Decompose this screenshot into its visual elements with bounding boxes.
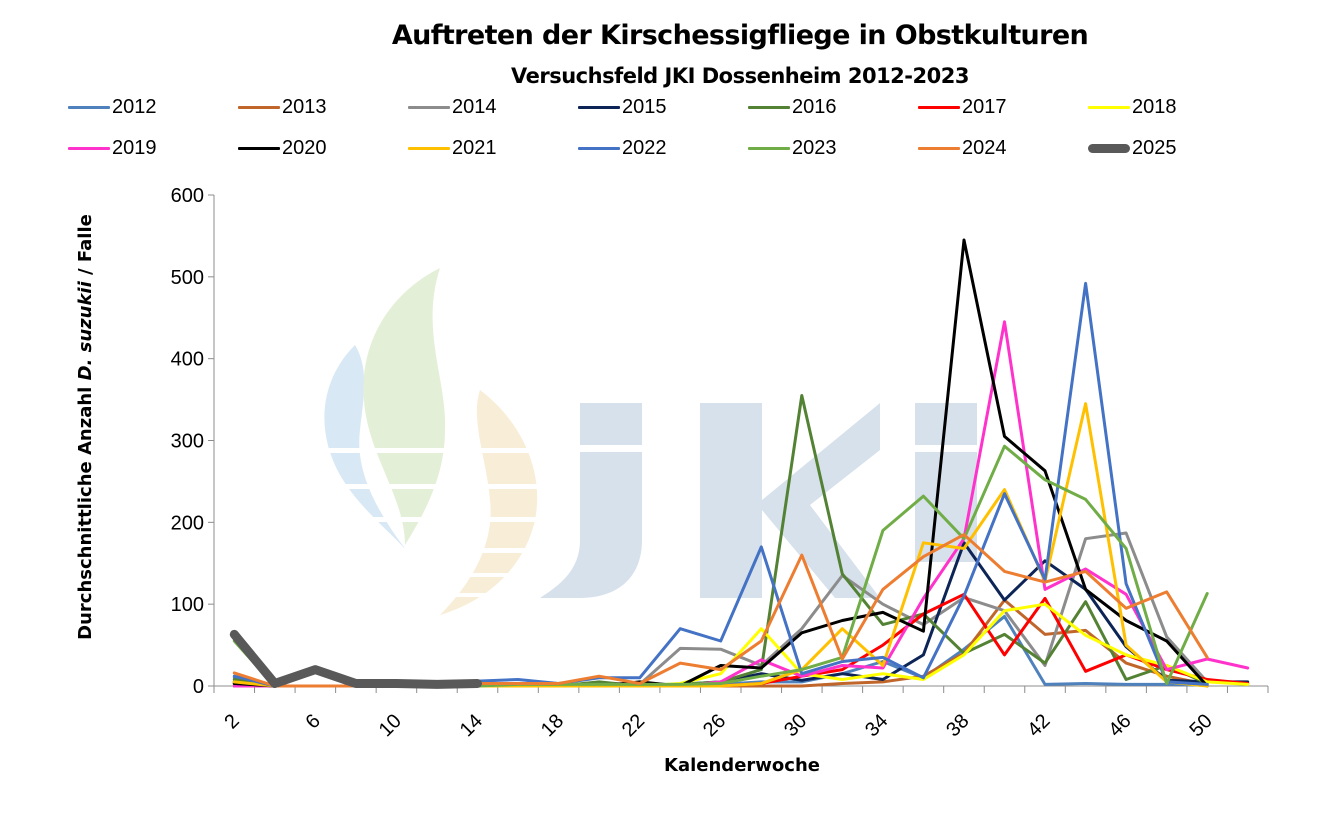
legend-label: 2014	[452, 95, 497, 118]
series-line-2018	[232, 602, 1250, 688]
legend-item-2019: 2019	[68, 136, 157, 160]
legend-item-2024: 2024	[918, 136, 1007, 160]
legend-swatch	[408, 105, 450, 109]
x-tick-label: 18	[537, 710, 568, 741]
legend-label: 2025	[1132, 136, 1177, 159]
legend-item-2020: 2020	[238, 136, 327, 160]
legend-label: 2020	[282, 136, 327, 159]
x-tick-label: 38	[942, 710, 973, 741]
x-tick-label: 34	[861, 710, 892, 741]
legend-label: 2021	[452, 136, 497, 159]
leaf-logo-icon	[310, 268, 550, 615]
y-tick-label: 200	[171, 512, 204, 534]
legend-label: 2019	[112, 136, 157, 159]
x-tick-label: 14	[456, 710, 487, 741]
legend-item-2017: 2017	[918, 95, 1007, 119]
legend-label: 2015	[622, 95, 667, 118]
legend-swatch	[408, 146, 450, 150]
legend-swatch	[1088, 105, 1130, 109]
jki-letters-icon	[540, 403, 977, 598]
x-tick-label: 22	[618, 710, 649, 741]
legend-swatch	[578, 105, 620, 109]
legend-item-2013: 2013	[238, 95, 327, 119]
y-axis-title: Durchschnittliche Anzahl D. suzukii / Fa…	[75, 214, 96, 640]
legend-label: 2012	[112, 95, 157, 118]
legend-item-2014: 2014	[408, 95, 497, 119]
jki-logo-watermark	[310, 268, 977, 615]
legend-item-2023: 2023	[748, 136, 837, 160]
legend-item-2022: 2022	[578, 136, 667, 160]
legend-swatch	[918, 105, 960, 109]
x-tick-label: 6	[301, 710, 324, 733]
chart-subtitle: Versuchsfeld JKI Dossenheim 2012-2023	[511, 64, 969, 88]
legend-swatch	[578, 146, 620, 150]
legend-label: 2022	[622, 136, 667, 159]
x-tick-label: 42	[1023, 710, 1054, 741]
legend-label: 2017	[962, 95, 1007, 118]
x-axis-title: Kalenderwoche	[664, 755, 820, 776]
chart-title: Auftreten der Kirschessigfliege in Obstk…	[391, 20, 1089, 51]
series-line-2025	[229, 629, 482, 689]
y-tick-label: 300	[171, 431, 204, 453]
legend-label: 2013	[282, 95, 327, 118]
y-axis-title-part3: / Falle	[75, 214, 96, 281]
x-tick-label: 46	[1104, 710, 1135, 741]
legend-label: 2023	[792, 136, 837, 159]
legend-label: 2016	[792, 95, 837, 118]
y-axis-title-species: D. suzukii	[75, 280, 96, 380]
y-tick-label: 500	[171, 267, 204, 289]
legend-swatch	[68, 146, 110, 150]
x-tick-label: 26	[699, 710, 730, 741]
x-tick-label: 30	[780, 710, 811, 741]
legend-item-2025: 2025	[1088, 136, 1177, 160]
y-tick-label: 100	[171, 594, 204, 616]
x-tick-label: 10	[375, 710, 406, 741]
legend-label: 2024	[962, 136, 1007, 159]
legend-item-2015: 2015	[578, 95, 667, 119]
x-tick-label: 2	[220, 710, 243, 733]
legend-item-2016: 2016	[748, 95, 837, 119]
legend-swatch	[238, 105, 280, 109]
legend-swatch	[748, 105, 790, 109]
y-tick-label: 600	[171, 185, 204, 207]
legend-swatch	[238, 146, 280, 150]
y-axis-title-part1: Durchschnittliche Anzahl	[75, 380, 96, 639]
legend-item-2018: 2018	[1088, 95, 1177, 119]
legend-swatch	[68, 105, 110, 109]
legend-swatch	[1088, 143, 1130, 153]
legend-label: 2018	[1132, 95, 1177, 118]
y-tick-label: 400	[171, 349, 204, 371]
legend-item-2012: 2012	[68, 95, 157, 119]
legend-swatch	[748, 146, 790, 150]
x-tick-label: 50	[1185, 710, 1216, 741]
series-lines	[229, 238, 1250, 689]
legend-item-2021: 2021	[408, 136, 497, 160]
legend-swatch	[918, 146, 960, 150]
y-tick-label: 0	[193, 676, 204, 698]
